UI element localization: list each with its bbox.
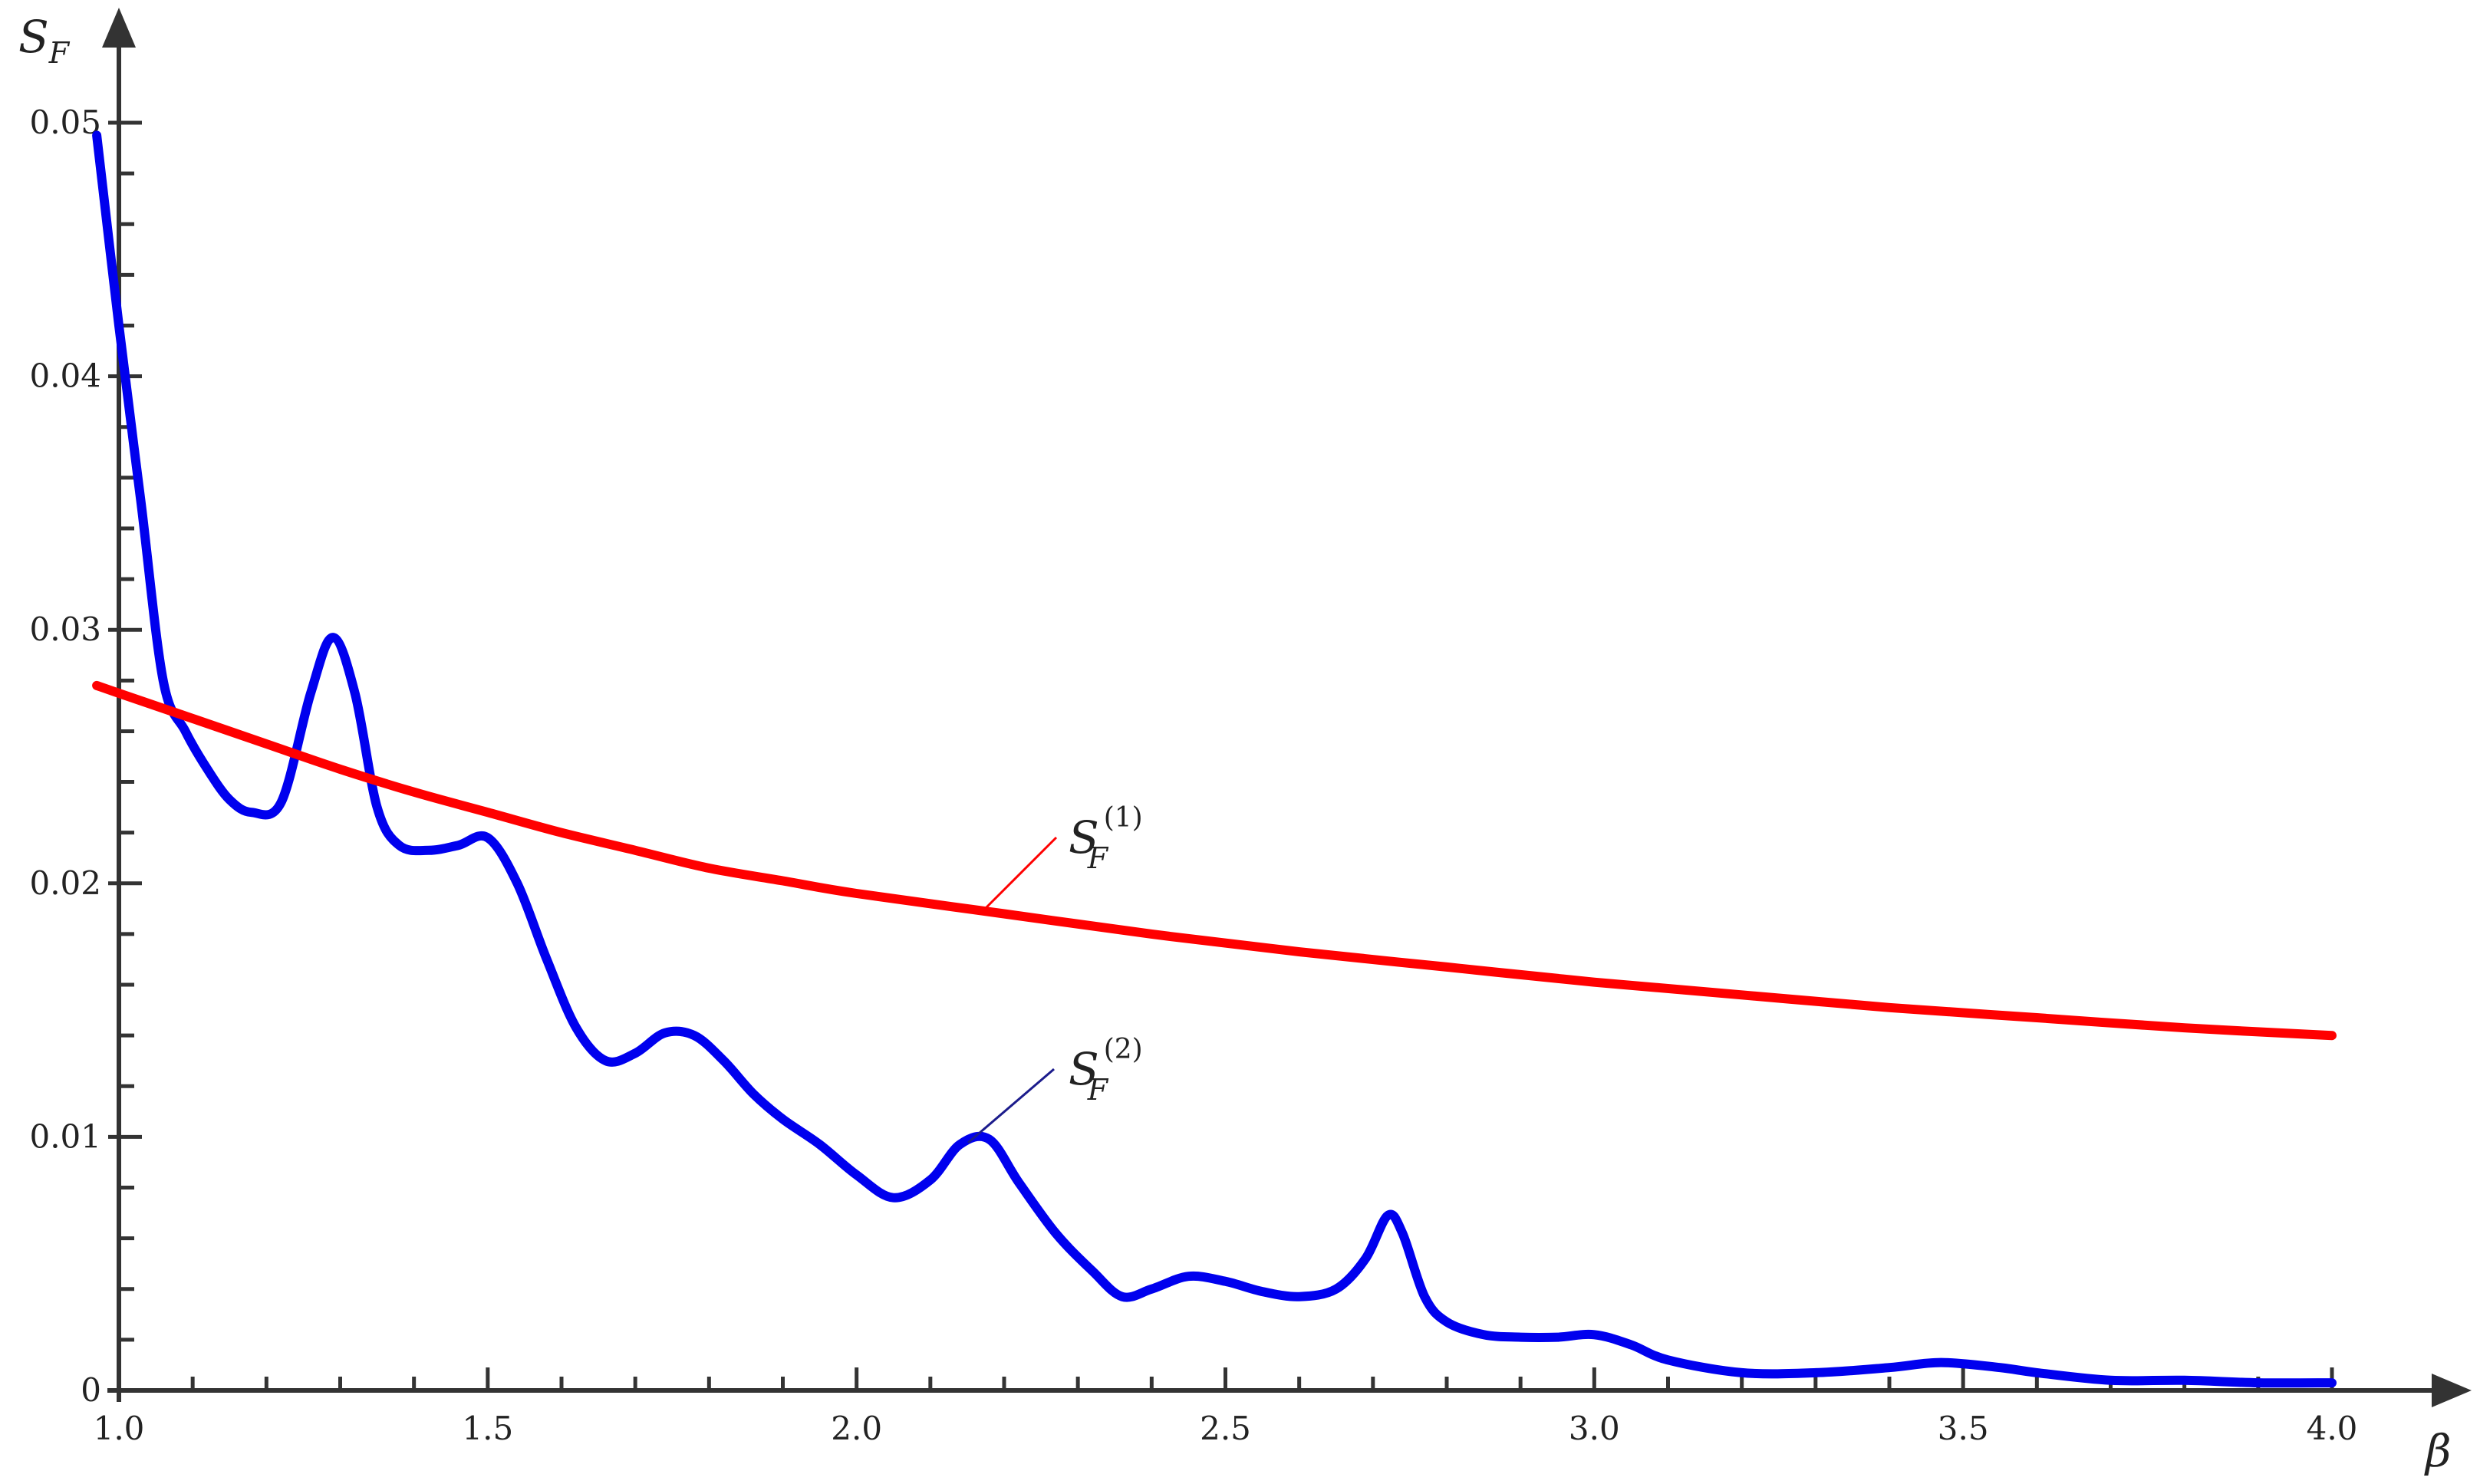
y-axis-title-sub: F [48, 36, 71, 70]
x-tick-label: 1.5 [462, 1410, 513, 1447]
series-1-line [92, 680, 2337, 1041]
y-tick-label: 0.05 [29, 104, 101, 141]
series-2-label-sub: F [1087, 1073, 1109, 1107]
y-tick-label: 0.02 [29, 864, 101, 902]
x-tick-label: 3.5 [1938, 1410, 1989, 1447]
series-1-label: S (1) F [1069, 802, 1143, 875]
x-tick-label: 4.0 [2307, 1410, 2358, 1447]
y-tick-label: 0.04 [29, 357, 101, 395]
series-1-leader-line [983, 836, 1058, 911]
x-axis-arrow [2432, 1374, 2472, 1407]
ticks: 0 0.01 0.02 0.03 0.04 0.05 1.0 1.5 2.0 2.5 3.0 3.5 4… [29, 104, 2357, 1447]
x-tick-label: 2.0 [831, 1410, 882, 1447]
y-tick-label: 0 [81, 1371, 101, 1409]
y-axis-title: SF [18, 11, 71, 70]
x-tick-label: 3.0 [1569, 1410, 1620, 1447]
series-2-line [92, 130, 2337, 1388]
x-axis-title: β [2424, 1425, 2452, 1477]
y-tick-label: 0.01 [29, 1117, 101, 1155]
x-tick-label: 2.5 [1200, 1410, 1251, 1447]
series-1-label-sup: (1) [1104, 802, 1143, 834]
y-tick-label: 0.03 [29, 610, 101, 648]
series-1-label-sub: F [1087, 841, 1109, 875]
series-layer [92, 130, 2337, 1388]
y-axis-arrow [102, 8, 136, 48]
series-2-label: S (2) F [1069, 1034, 1143, 1107]
x-tick-label: 1.0 [94, 1410, 145, 1447]
axes [102, 8, 2472, 1407]
series-2-label-sup: (2) [1104, 1034, 1143, 1065]
series-2-leader-line [967, 1068, 1055, 1144]
